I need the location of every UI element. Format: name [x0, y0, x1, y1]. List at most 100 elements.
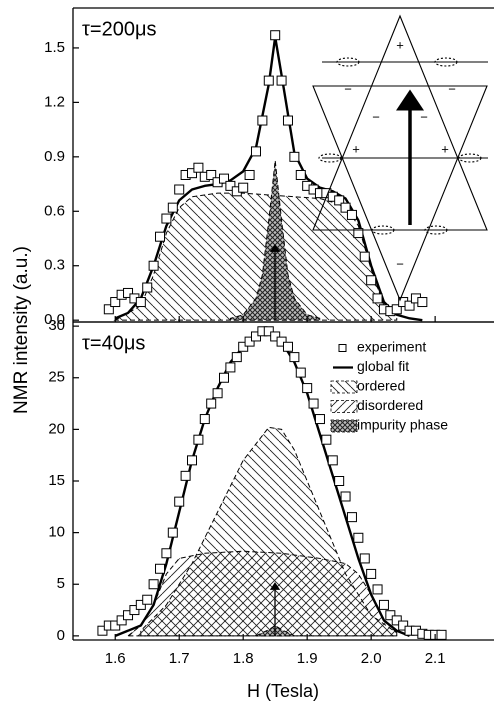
y-tick-label: 5	[57, 575, 65, 592]
data-point	[123, 287, 134, 298]
data-point	[174, 496, 185, 507]
data-point	[359, 553, 370, 564]
data-point	[391, 615, 402, 626]
data-point	[250, 331, 261, 342]
x-tick-label: 1.9	[297, 650, 318, 667]
data-point	[378, 599, 389, 610]
data-point	[161, 213, 172, 224]
data-point	[295, 169, 306, 180]
data-point	[135, 297, 146, 308]
area	[229, 160, 321, 321]
data-point	[340, 491, 351, 502]
data-point	[282, 341, 293, 352]
data-point	[308, 398, 319, 409]
data-point	[276, 75, 287, 86]
data-point	[334, 476, 345, 486]
inset-sign: −	[396, 256, 404, 271]
data-point	[193, 162, 204, 173]
data-point	[155, 231, 166, 242]
x-tick-label: 1.6	[105, 650, 126, 667]
panel-annotation: τ=200μs	[82, 18, 156, 40]
inset-diagram	[312, 14, 488, 302]
data-point	[199, 414, 210, 425]
data-point	[238, 341, 249, 352]
data-point	[321, 434, 332, 445]
legend-symbol	[330, 380, 358, 394]
data-point	[167, 527, 178, 538]
data-point	[391, 304, 402, 315]
y-tick-label: 25	[48, 369, 65, 386]
data-point	[289, 352, 300, 363]
data-point	[97, 625, 108, 636]
data-point	[148, 260, 159, 271]
legend-symbol	[330, 400, 358, 413]
data-point	[417, 297, 428, 308]
y-tick-label: 1.5	[44, 39, 65, 56]
y-tick-label: 0	[57, 627, 65, 644]
data-point	[276, 336, 287, 347]
data-point	[212, 388, 223, 399]
data-point	[225, 180, 236, 191]
y-tick-label: 0.0	[44, 311, 65, 328]
inset-sign: −	[420, 109, 428, 124]
data-point	[142, 282, 153, 293]
x-tick-label: 2.0	[361, 650, 382, 667]
data-point	[116, 615, 127, 626]
data-point	[167, 202, 178, 213]
data-point	[155, 563, 166, 574]
data-point	[161, 548, 172, 559]
legend-label: ordered	[357, 378, 405, 394]
data-point	[110, 620, 121, 631]
y-tick-label: 10	[48, 524, 65, 541]
legend-symbol	[338, 344, 347, 352]
y-tick-label: 0.6	[44, 202, 65, 219]
y-tick-label: 1.2	[44, 93, 65, 110]
inset-spin	[371, 225, 395, 235]
y-tick-label: 15	[48, 472, 65, 489]
inset-spin	[336, 57, 360, 67]
data-point	[327, 455, 338, 466]
legend-label: impurity phase	[357, 417, 448, 433]
inset-spin	[424, 225, 448, 235]
x-axis-label: H (Tesla)	[247, 681, 319, 701]
legend-label: disordered	[357, 397, 423, 413]
inset-sign: −	[372, 109, 380, 124]
y-axis-label: NMR intensity (a.u.)	[11, 246, 32, 414]
data-point	[372, 584, 383, 595]
data-point	[187, 168, 198, 179]
area	[126, 550, 398, 637]
y-tick-label: 0.9	[44, 148, 65, 165]
data-point	[282, 115, 293, 126]
data-point	[398, 620, 409, 631]
inset-spin	[458, 153, 482, 163]
data-point	[270, 30, 281, 41]
data-point	[353, 532, 364, 543]
data-point	[263, 326, 274, 337]
legend-symbol	[330, 419, 358, 433]
data-point	[206, 398, 217, 409]
data-point	[289, 151, 300, 162]
data-point	[257, 115, 268, 126]
data-point	[372, 293, 383, 304]
data-point	[231, 352, 242, 363]
data-point	[218, 173, 229, 184]
data-point	[174, 184, 185, 195]
data-point	[346, 512, 357, 523]
panel-annotation: τ=40μs	[82, 332, 145, 354]
data-point	[340, 202, 351, 213]
data-point	[295, 367, 306, 378]
data-point	[346, 209, 357, 220]
data-point	[148, 579, 159, 590]
data-point	[218, 372, 229, 383]
data-point	[206, 169, 217, 180]
data-point	[404, 300, 415, 311]
data-point	[238, 182, 249, 193]
inset-spin	[318, 153, 342, 163]
data-point	[353, 228, 364, 239]
data-point	[270, 331, 281, 342]
inset-sign: +	[441, 141, 449, 156]
data-point	[187, 455, 198, 466]
data-point	[314, 414, 325, 425]
data-point	[302, 383, 313, 394]
